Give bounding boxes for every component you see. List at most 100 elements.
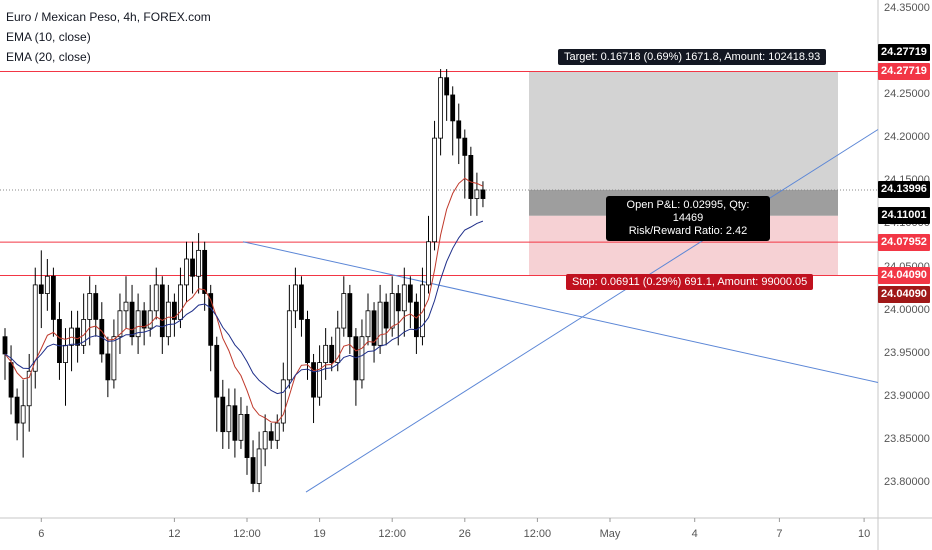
x-tick-label: 19 — [313, 528, 326, 540]
x-tick-label: 12:00 — [378, 528, 406, 540]
candle-body — [286, 310, 292, 381]
candle-body — [389, 293, 395, 329]
pnl-line-2: Risk/Reward Ratio: 2.42 — [628, 225, 748, 237]
candle-body — [171, 301, 177, 320]
x-tick-label: 7 — [776, 528, 783, 540]
candle-body — [305, 319, 310, 363]
ema-20-line — [4, 220, 484, 395]
ema-20-legend[interactable]: EMA (20, close) — [6, 50, 91, 64]
x-tick-label: 4 — [691, 528, 698, 540]
candle-body — [202, 249, 208, 294]
price-axis-label: 24.27719 — [878, 43, 930, 61]
pnl-label: Open P&L: 0.02995, Qty: 14469 Risk/Rewar… — [606, 196, 770, 241]
candle-body — [432, 137, 437, 243]
y-tick-label: 23.85000 — [884, 433, 930, 446]
candle-body — [135, 310, 141, 338]
candle-body — [256, 448, 262, 484]
target-label: Target: 0.16718 (0.69%) 1671.8, Amount: … — [558, 49, 827, 65]
x-tick-label: 12:00 — [233, 528, 261, 540]
x-tick-label: 12 — [168, 528, 181, 540]
price-axis-label: 24.07952 — [878, 233, 930, 251]
candle-body — [371, 310, 377, 346]
x-tick-label: 10 — [857, 528, 871, 540]
candle-body — [105, 353, 111, 381]
candle-body — [444, 77, 450, 96]
target-zone — [529, 71, 838, 199]
y-tick-label: 23.90000 — [884, 390, 930, 403]
candle-body — [274, 422, 280, 441]
candle-body — [401, 284, 407, 312]
candle-body — [335, 327, 341, 364]
y-tick-label: 24.35000 — [884, 1, 930, 14]
candle-body — [474, 189, 480, 199]
candle-body — [208, 293, 214, 346]
candle-body — [456, 120, 462, 139]
candle-body — [413, 301, 419, 338]
y-tick-label: 23.80000 — [884, 476, 930, 489]
y-tick-label: 23.95000 — [884, 346, 930, 359]
candle-body — [117, 310, 123, 338]
candle-body — [93, 293, 99, 320]
price-axis-label: 24.11001 — [878, 207, 930, 225]
candle-body — [44, 275, 50, 294]
candle-body — [20, 405, 26, 424]
y-tick-label: 24.25000 — [884, 87, 930, 100]
chart-title: Euro / Mexican Peso, 4h, FOREX.com — [6, 10, 211, 24]
candle-body — [32, 284, 38, 372]
candle-body — [468, 154, 474, 199]
candle-body — [323, 344, 329, 364]
candle-body — [480, 189, 486, 199]
candle-body — [353, 336, 359, 381]
candle-body — [450, 94, 456, 122]
x-tick-label: 6 — [38, 528, 45, 540]
candle-body — [268, 431, 274, 441]
candle-body — [63, 344, 68, 364]
x-tick-label: 26 — [458, 528, 471, 540]
price-axis-label: 24.13996 — [878, 181, 930, 199]
price-axis-label: 24.04090 — [878, 285, 930, 303]
candle-body — [87, 293, 93, 320]
candle-body — [317, 362, 323, 398]
stop-label: Stop: 0.06911 (0.29%) 691.1, Amount: 990… — [566, 274, 814, 290]
candle-body — [141, 310, 147, 329]
candle-body — [232, 405, 238, 441]
candle-body — [147, 310, 153, 329]
candle-body — [438, 77, 444, 139]
x-tick-label: 12:00 — [523, 528, 552, 540]
candle-body — [26, 370, 32, 407]
candle-body — [184, 258, 189, 286]
candle-body — [280, 379, 286, 424]
candle-body — [383, 301, 389, 329]
candle-body — [262, 431, 268, 450]
candle-body — [250, 457, 256, 484]
candle-body — [311, 362, 316, 398]
trendline-support — [305, 129, 879, 493]
candle-body — [165, 301, 171, 338]
candle-body — [220, 396, 226, 433]
candle-body — [196, 249, 202, 277]
trendline-resistance — [242, 241, 879, 383]
candle-body — [159, 284, 165, 338]
candle-body — [190, 258, 195, 277]
candle-body — [292, 284, 298, 312]
candle-body — [178, 284, 183, 320]
candle-body — [214, 344, 220, 398]
candle-body — [226, 405, 232, 433]
candle-body — [347, 293, 353, 338]
candle-body — [244, 413, 250, 458]
candle-body — [426, 241, 431, 286]
candle-body — [377, 301, 383, 346]
candle-body — [395, 293, 401, 312]
candle-body — [238, 413, 244, 441]
candle-body — [462, 137, 468, 156]
x-tick-label: May — [599, 528, 621, 540]
candle-body — [8, 362, 14, 398]
candle-body — [299, 284, 304, 320]
candle-body — [341, 293, 347, 329]
candle-body — [57, 319, 62, 363]
ema-10-legend[interactable]: EMA (10, close) — [6, 30, 91, 44]
candle-body — [2, 336, 8, 355]
candle-body — [359, 336, 365, 381]
y-tick-label: 24.20000 — [884, 131, 930, 144]
